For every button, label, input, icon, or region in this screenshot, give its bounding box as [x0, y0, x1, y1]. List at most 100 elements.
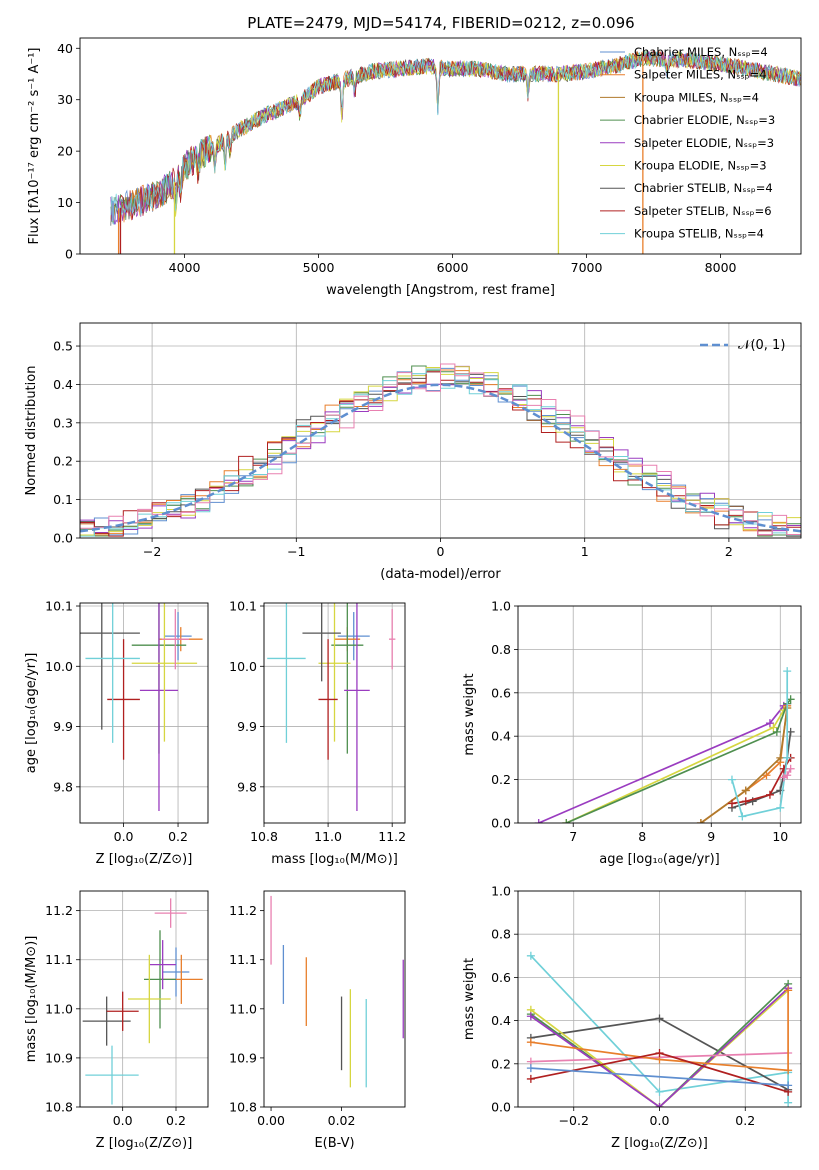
- weight-marker: [655, 1014, 664, 1023]
- plot-area: [267, 603, 396, 811]
- tick-label-y: 0.4: [491, 1013, 511, 1028]
- tick-label-y: 10: [57, 195, 73, 210]
- normal-pdf-curve: [80, 383, 801, 533]
- spectrum-legend: Chabrier MILES, Nₛₛₚ=4 Salpeter MILES, Nₛ…: [600, 45, 775, 241]
- weight-marker: [769, 723, 778, 732]
- weight-series-line: [530, 990, 789, 1072]
- tick-label-y: 10.8: [229, 1100, 257, 1115]
- weight-marker: [783, 753, 792, 762]
- axis-label-y: age [log₁₀(age/yr)]: [24, 653, 39, 774]
- spectrum-series-line: [174, 50, 801, 217]
- tick-label-y: 0.4: [53, 377, 73, 392]
- tick-label-x: 4000: [169, 260, 201, 275]
- tick-label-y: 0.3: [53, 415, 73, 430]
- weight-marker: [783, 771, 792, 780]
- tick-label-x: −1: [287, 544, 305, 559]
- weight-marker: [526, 1038, 535, 1047]
- tick-label-x: 7000: [571, 260, 603, 275]
- legend-entry: Kroupa MILES, Nₛₛₚ=4: [634, 90, 759, 104]
- axis-label-x: age [log₁₀(age/yr)]: [599, 852, 720, 867]
- tick-label-y: 0.5: [53, 339, 73, 354]
- tick-label-y: 0.6: [491, 970, 511, 985]
- weight-marker: [526, 951, 535, 960]
- legend-entry: Salpeter ELODIE, Nₛₛₚ=3: [634, 136, 774, 150]
- weight-marker: [765, 719, 774, 728]
- weight-marker: [526, 1064, 535, 1073]
- panel-age-vs-mass: 10.8 11.0 11.2 9.8 9.9 10.0 10.1 mass [log₁₀(M/…: [229, 599, 406, 867]
- weight-marker: [786, 764, 795, 773]
- tick-label-y: 10.9: [45, 1050, 73, 1065]
- tick-label-x: 1: [581, 544, 589, 559]
- axis-label-x: Z [log₁₀(Z/Z⊙)]: [96, 852, 193, 867]
- weight-series-line: [530, 1067, 789, 1087]
- tick-label-y: 11.2: [45, 903, 73, 918]
- axis-label-x: Z [log₁₀(Z/Z⊙)]: [96, 1136, 193, 1151]
- tick-label-x: 2: [725, 544, 733, 559]
- tick-label-y: 0.0: [491, 1100, 511, 1115]
- tick-label-y: 10.1: [45, 599, 73, 614]
- tick-label-y: 0.8: [491, 642, 511, 657]
- tick-label-x: 0.0: [650, 1113, 670, 1128]
- plot-area: [80, 363, 801, 537]
- plot-area: [80, 603, 203, 811]
- spectrum-series-line: [110, 50, 801, 225]
- tick-label-x: 7: [569, 829, 577, 844]
- plot-area: [270, 895, 404, 1088]
- panel-weight-vs-age: 7 8 9 10 0.0 0.2 0.4 0.6 0.8 1.0 age [log₁₀(age/yr…: [462, 599, 802, 867]
- weight-marker: [696, 819, 705, 823]
- tick-label-y: 0.4: [491, 729, 511, 744]
- tick-label-y: 0.0: [53, 531, 73, 546]
- tick-label-y: 0.6: [491, 685, 511, 700]
- weight-marker: [741, 797, 750, 806]
- weight-marker: [655, 1049, 664, 1057]
- weight-marker: [655, 1087, 664, 1096]
- plot-area: [526, 951, 793, 1107]
- axis-label-y: Flux [fλ10⁻¹⁷ erg cm⁻² s⁻¹ A⁻¹]: [27, 48, 42, 245]
- tick-label-x: 0.02: [328, 1113, 356, 1128]
- tick-label-x: 6000: [437, 260, 469, 275]
- weight-marker: [784, 1081, 793, 1090]
- tick-label-y: 11.0: [229, 1001, 257, 1016]
- tick-label-y: 9.9: [53, 719, 73, 734]
- tick-label-y: 1.0: [491, 884, 511, 899]
- tick-label-x: 0.0: [114, 829, 134, 844]
- tick-label-y: 9.8: [237, 779, 257, 794]
- weight-marker: [783, 667, 792, 676]
- axis-label-x: (data-model)/error: [380, 567, 501, 582]
- tick-label-y: 11.1: [45, 952, 73, 967]
- axis-label-y: mass weight: [462, 958, 477, 1040]
- weight-marker: [784, 1066, 793, 1075]
- tick-label-x: 0.0: [113, 1113, 133, 1128]
- weight-series-line: [530, 989, 789, 1107]
- tick-label-y: 0.2: [491, 772, 511, 787]
- figure-title: PLATE=2479, MJD=54174, FIBERID=0212, z=0…: [247, 14, 634, 32]
- legend-entry: Chabrier MILES, Nₛₛₚ=4: [634, 45, 768, 59]
- panel-spectrum: 4000 5000 6000 7000 8000 0 10 20 30 40 wavelength …: [27, 37, 802, 298]
- tick-label-y: 0.1: [53, 492, 73, 507]
- axes-frame: [517, 890, 802, 1108]
- weight-series-line: [530, 987, 789, 1107]
- panel-mass-vs-Z: 0.0 0.2 10.8 10.9 11.0 11.1 11.2 Z [log₁₀(Z/Z⊙)…: [24, 890, 209, 1151]
- legend-entry: Salpeter MILES, Nₛₛₚ=4: [634, 68, 767, 82]
- tick-label-x: 0.00: [257, 1113, 285, 1128]
- tick-label-y: 10.0: [229, 659, 257, 674]
- weight-marker: [526, 1074, 535, 1083]
- tick-label-y: 9.8: [53, 779, 73, 794]
- weight-series-line: [530, 983, 789, 1107]
- tick-label-y: 9.9: [237, 719, 257, 734]
- tick-label-y: 10.1: [229, 599, 257, 614]
- axes-frame: [517, 605, 802, 824]
- weight-marker: [776, 803, 785, 812]
- tick-label-y: 0.0: [491, 816, 511, 831]
- panel-age-vs-Z: 0.0 0.2 9.8 9.9 10.0 10.1 Z [log₁₀(Z/Z⊙)] age […: [24, 599, 209, 867]
- tick-label-x: 8: [638, 829, 646, 844]
- tick-label-y: 20: [57, 144, 73, 159]
- legend-entry: Chabrier STELIB, Nₛₛₚ=4: [634, 181, 773, 195]
- axis-label-y: mass [log₁₀(M/M⊙)]: [24, 936, 39, 1063]
- weight-marker: [741, 786, 750, 795]
- legend-entry: Salpeter STELIB, Nₛₛₚ=6: [634, 204, 772, 218]
- tick-label-y: 10.0: [45, 659, 73, 674]
- axes-frame: [79, 890, 209, 1108]
- axis-label-x: E(B-V): [314, 1136, 354, 1151]
